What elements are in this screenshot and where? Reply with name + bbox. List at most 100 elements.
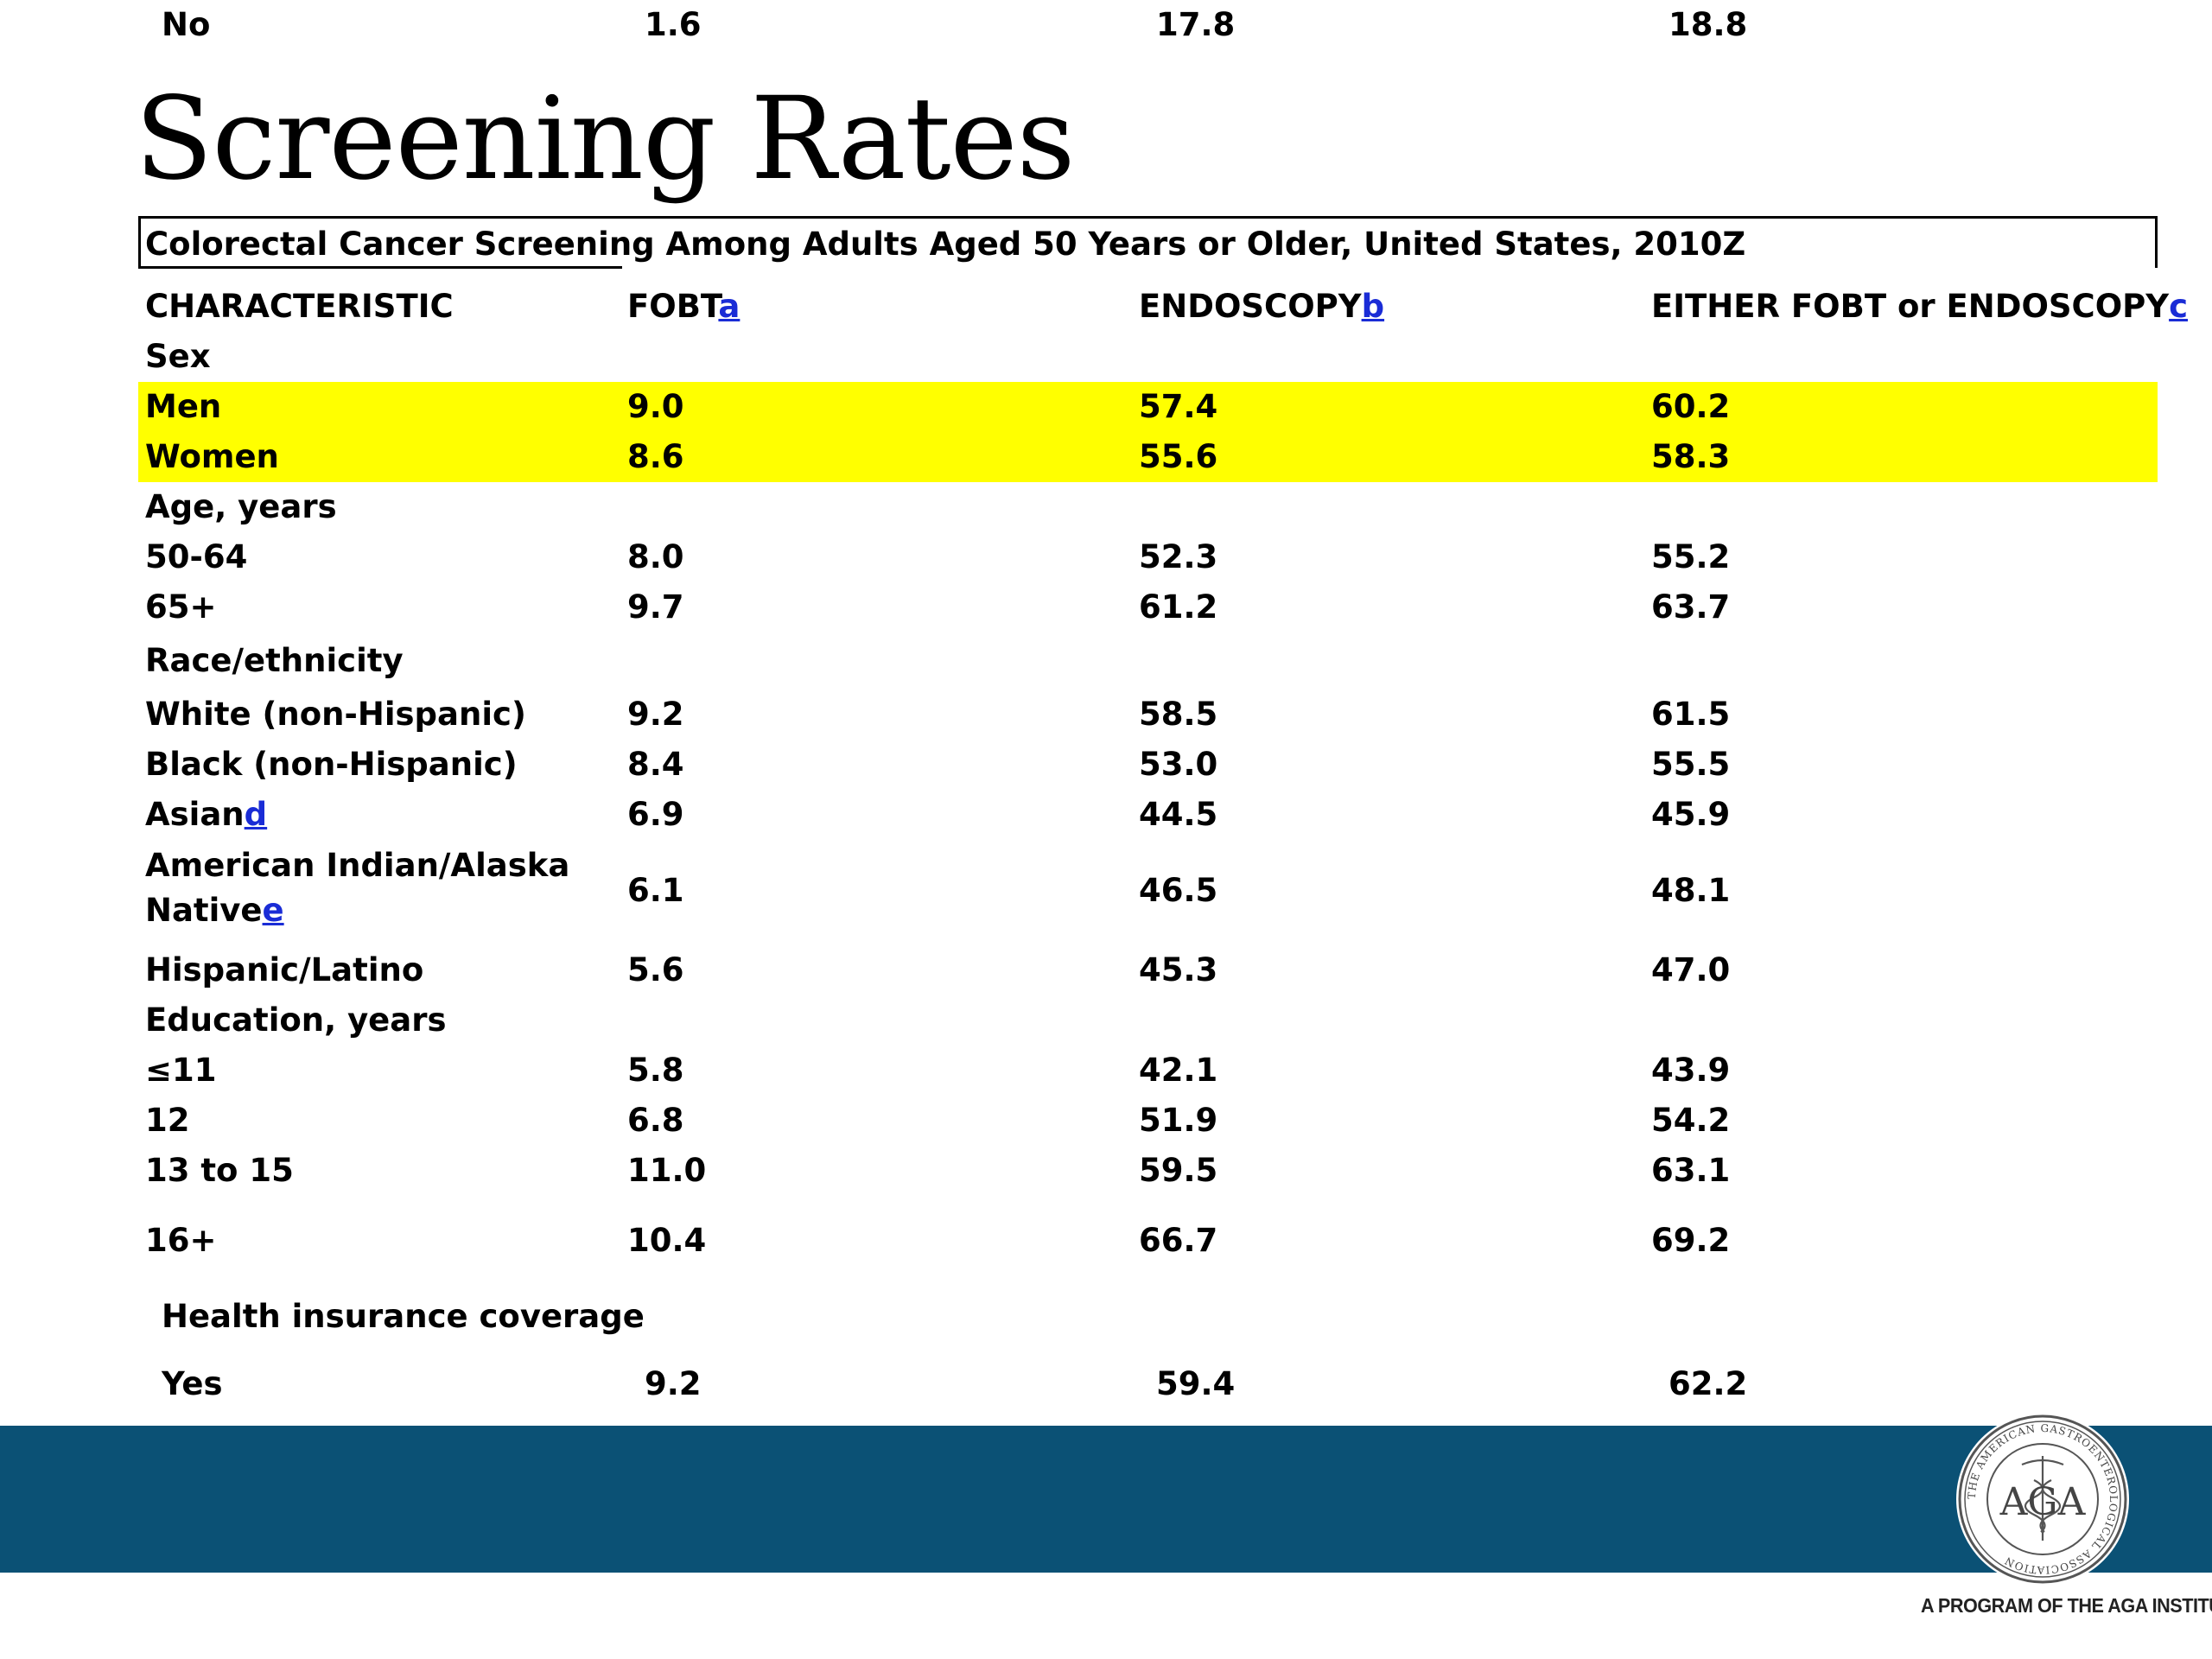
value-cell: 47.0 [1651, 951, 1731, 988]
value-cell: 5.6 [627, 951, 684, 988]
row-label-text: Asian [145, 796, 245, 833]
column-header: ENDOSCOPYb [1139, 282, 1384, 332]
row-label-text: 65+ [145, 588, 217, 626]
footnote-link[interactable]: c [2169, 288, 2189, 325]
value-cell: 55.2 [1651, 538, 1731, 575]
row-label: Men [145, 382, 221, 432]
table-border-bottom [138, 266, 622, 269]
table-group-row: Health insurance coverage [138, 1292, 2158, 1342]
column-header-text: ENDOSCOPY [1139, 288, 1362, 325]
row-label-text: ≤11 [145, 1052, 217, 1089]
value-cell: 8.6 [627, 438, 684, 475]
row-label-text: White (non-Hispanic) [145, 696, 526, 733]
table-caption: Colorectal Cancer Screening Among Adults… [145, 226, 1746, 263]
value-cell: 54.2 [1651, 1102, 1731, 1139]
footnote-link[interactable]: e [262, 892, 284, 929]
column-header-text: CHARACTERISTIC [145, 288, 454, 325]
value-cell: 45.3 [1139, 951, 1218, 988]
value-cell: 51.9 [1139, 1102, 1218, 1139]
table-group-row: Age, years [138, 482, 2158, 532]
value-cell: 8.4 [627, 746, 684, 783]
row-label: White (non-Hispanic) [145, 690, 526, 740]
value-cell: 58.3 [1651, 438, 1731, 475]
row-label-text: 50-64 [145, 538, 248, 575]
row-label-text: Men [145, 388, 222, 425]
value-cell: 9.7 [627, 588, 684, 626]
value-cell: 1.6 [645, 6, 702, 43]
row-label: Asiand [145, 790, 267, 840]
value-cell: 11.0 [627, 1152, 707, 1189]
table-row: 65+ 9.7 61.2 63.7 [138, 582, 2158, 632]
value-cell: 55.5 [1651, 746, 1731, 783]
row-label: Women [145, 432, 279, 482]
value-cell: 57.4 [1139, 388, 1218, 425]
seal-center-text: AGA [1999, 1480, 2087, 1524]
value-cell: 18.8 [1669, 6, 1748, 43]
column-header: EITHER FOBT or ENDOSCOPYc [1651, 282, 2188, 332]
row-label: 50-64 [145, 532, 247, 582]
footnote-link[interactable]: b [1361, 288, 1385, 325]
row-label-text: Black (non-Hispanic) [145, 746, 518, 783]
row-label: Hispanic/Latino [145, 945, 423, 995]
group-label: Health insurance coverage [162, 1292, 645, 1342]
value-cell: 45.9 [1651, 796, 1731, 833]
group-label: Age, years [145, 482, 337, 532]
row-label-text: Education, years [145, 1001, 447, 1039]
row-label-text: American Indian/Alaska [145, 847, 570, 884]
row-label-text: 12 [145, 1102, 190, 1139]
row-label-text: Sex [145, 338, 211, 375]
row-label-text: 16+ [145, 1222, 217, 1259]
table-row: No 1.6 17.8 18.8 [138, 0, 2158, 50]
group-label: Education, years [145, 995, 447, 1046]
table-row: Men 9.0 57.4 60.2 [138, 382, 2158, 432]
value-cell: 61.2 [1139, 588, 1218, 626]
caduceus-seal-icon [2021, 1456, 2064, 1541]
table-row: Asiand 6.9 44.5 45.9 [138, 790, 2158, 840]
table-row: 16+ 10.4 66.7 69.2 [138, 1216, 2158, 1266]
value-cell: 66.7 [1139, 1222, 1218, 1259]
table-row: 13 to 15 11.0 59.5 63.1 [138, 1146, 2158, 1196]
table-row: White (non-Hispanic) 9.2 58.5 61.5 [138, 690, 2158, 740]
row-label-text: Race/ethnicity [145, 642, 404, 679]
footnote-link[interactable]: d [244, 796, 268, 833]
value-cell: 59.4 [1156, 1365, 1236, 1402]
value-cell: 53.0 [1139, 746, 1218, 783]
value-cell: 69.2 [1651, 1222, 1731, 1259]
row-label-text: Hispanic/Latino [145, 951, 424, 988]
group-label: Race/ethnicity [145, 636, 404, 686]
aga-seal-logo: THE AMERICAN GASTROENTEROLOGICAL ASSOCIA… [1956, 1413, 2129, 1586]
value-cell: 60.2 [1651, 388, 1731, 425]
table-row: American Indian/Alaska Nativee 6.1 46.5 48.1 [138, 843, 2158, 938]
value-cell: 5.8 [627, 1052, 684, 1089]
row-label-text: Yes [162, 1365, 223, 1402]
value-cell: 61.5 [1651, 696, 1731, 733]
row-label-text: Age, years [145, 488, 337, 525]
table-row: 50-64 8.0 52.3 55.2 [138, 532, 2158, 582]
row-label-text: 13 to 15 [145, 1152, 294, 1189]
table-row: 12 6.8 51.9 54.2 [138, 1096, 2158, 1146]
group-label: Sex [145, 332, 211, 382]
value-cell: 63.1 [1651, 1152, 1731, 1189]
row-label: Black (non-Hispanic) [145, 740, 518, 790]
value-cell: 52.3 [1139, 538, 1218, 575]
value-cell: 17.8 [1156, 6, 1236, 43]
value-cell: 10.4 [627, 1222, 707, 1259]
table-row: ≤11 5.8 42.1 43.9 [138, 1046, 2158, 1096]
value-cell: 6.8 [627, 1102, 684, 1139]
value-cell: 6.9 [627, 796, 684, 833]
footnote-link[interactable]: a [718, 288, 741, 325]
value-cell: 9.2 [627, 696, 684, 733]
value-cell: 55.6 [1139, 438, 1218, 475]
table-border-right [2155, 216, 2158, 268]
value-cell: 42.1 [1139, 1052, 1218, 1089]
row-label: 65+ [145, 582, 217, 632]
page-title: Screening Rates [135, 73, 1075, 206]
row-label-text-line2: Native [145, 892, 263, 929]
value-cell: 43.9 [1651, 1052, 1731, 1089]
row-label: ≤11 [145, 1046, 217, 1096]
value-cell: 48.1 [1651, 872, 1731, 909]
value-cell: 44.5 [1139, 796, 1218, 833]
row-label: Yes [162, 1359, 223, 1409]
table-row: Black (non-Hispanic) 8.4 53.0 55.5 [138, 740, 2158, 790]
tagline: A PROGRAM OF THE AGA INSTITUTE [1921, 1594, 2212, 1617]
